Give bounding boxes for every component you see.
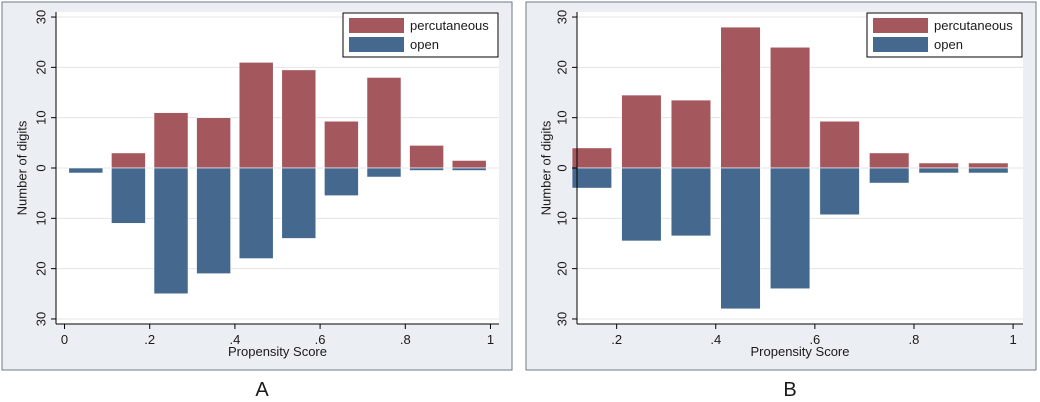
bar-percutaneous [571, 147, 612, 169]
bar-open [819, 167, 860, 216]
x-tick-label: .4 [710, 332, 721, 347]
legend-swatch-open [349, 37, 404, 52]
bar-percutaneous [111, 152, 146, 169]
bar-open [918, 167, 959, 174]
bar-percutaneous [451, 160, 487, 169]
x-axis-title: Propensity Score [751, 344, 850, 359]
bar-open [670, 167, 712, 237]
chart-panel-b: 30 20 10 0 10 20 30 .2 .4 .6 .8 1 Propensity Score Nu… [525, 1, 1037, 371]
y-tick-label: 20 [34, 261, 49, 275]
bar-open [409, 167, 444, 171]
y-tick-label: 0 [34, 164, 49, 171]
y-tick-label: 30 [34, 10, 49, 24]
bar-open [281, 167, 317, 239]
bar-percutaneous [918, 162, 959, 169]
x-tick-label: .4 [229, 332, 240, 347]
x-tick-label: 1 [1009, 332, 1016, 347]
legend-label-percutaneous: percutaneous [934, 18, 1013, 33]
legend-label-open: open [934, 37, 963, 52]
y-tick-label: 10 [34, 211, 49, 225]
bar-open [238, 167, 274, 259]
bar-open [869, 167, 910, 184]
y-tick-label: 30 [555, 312, 570, 326]
legend-swatch-percutaneous [873, 18, 928, 33]
bar-open [196, 167, 231, 274]
bar-open [720, 167, 761, 310]
panel-label-a: A [255, 379, 269, 401]
y-tick-label: 30 [34, 312, 49, 326]
legend-label-open: open [410, 37, 439, 52]
x-axis-title: Propensity Score [228, 344, 327, 359]
y-tick-label: 0 [555, 164, 570, 171]
bar-open [153, 167, 189, 295]
panel-label-b: B [783, 379, 796, 401]
bar-percutaneous [409, 145, 444, 169]
legend-swatch-percutaneous [349, 18, 404, 33]
bar-percutaneous [869, 152, 910, 169]
x-tick-label: .2 [144, 332, 155, 347]
x-tick-label: .6 [315, 332, 326, 347]
bar-percutaneous [196, 117, 231, 169]
y-tick-label: 10 [34, 110, 49, 124]
y-tick-label: 20 [34, 60, 49, 74]
bar-percutaneous [238, 62, 274, 169]
y-tick-label: 20 [555, 60, 570, 74]
legend-swatch-open [873, 37, 928, 52]
chart-panel-a: 30 20 10 0 10 20 30 0 .2 .4 .6 .8 1 Propensity Score N… [1, 1, 513, 371]
y-tick-label: 10 [555, 110, 570, 124]
bar-percutaneous [621, 94, 662, 169]
bar-percutaneous [153, 112, 189, 169]
bar-percutaneous [769, 46, 811, 169]
bar-percutaneous [281, 69, 317, 169]
y-tick-label: 30 [555, 10, 570, 24]
bar-percutaneous [366, 77, 402, 169]
y-axis-title: Number of digits [539, 120, 554, 215]
y-tick-label: 20 [555, 261, 570, 275]
x-tick-label: .8 [909, 332, 920, 347]
y-tick-label: 10 [555, 211, 570, 225]
x-tick-label: 1 [487, 332, 494, 347]
bar-percutaneous [968, 162, 1009, 169]
bar-open [366, 167, 402, 178]
bar-open [68, 167, 104, 174]
bar-open [324, 167, 359, 196]
bar-open [769, 167, 811, 290]
bar-open [621, 167, 662, 242]
x-tick-label: .2 [611, 332, 622, 347]
bar-percutaneous [819, 120, 860, 169]
legend-label-percutaneous: percutaneous [410, 18, 489, 33]
bar-open [111, 167, 146, 224]
bar-percutaneous [670, 99, 712, 169]
bar-open [968, 167, 1009, 174]
y-axis-title: Number of digits [15, 120, 30, 215]
bar-open [451, 167, 487, 171]
x-tick-label: .8 [400, 332, 411, 347]
bar-open [571, 167, 612, 189]
bar-percutaneous [720, 26, 761, 169]
x-tick-label: 0 [61, 332, 68, 347]
x-tick-label: .6 [809, 332, 820, 347]
bar-percutaneous [324, 120, 359, 169]
